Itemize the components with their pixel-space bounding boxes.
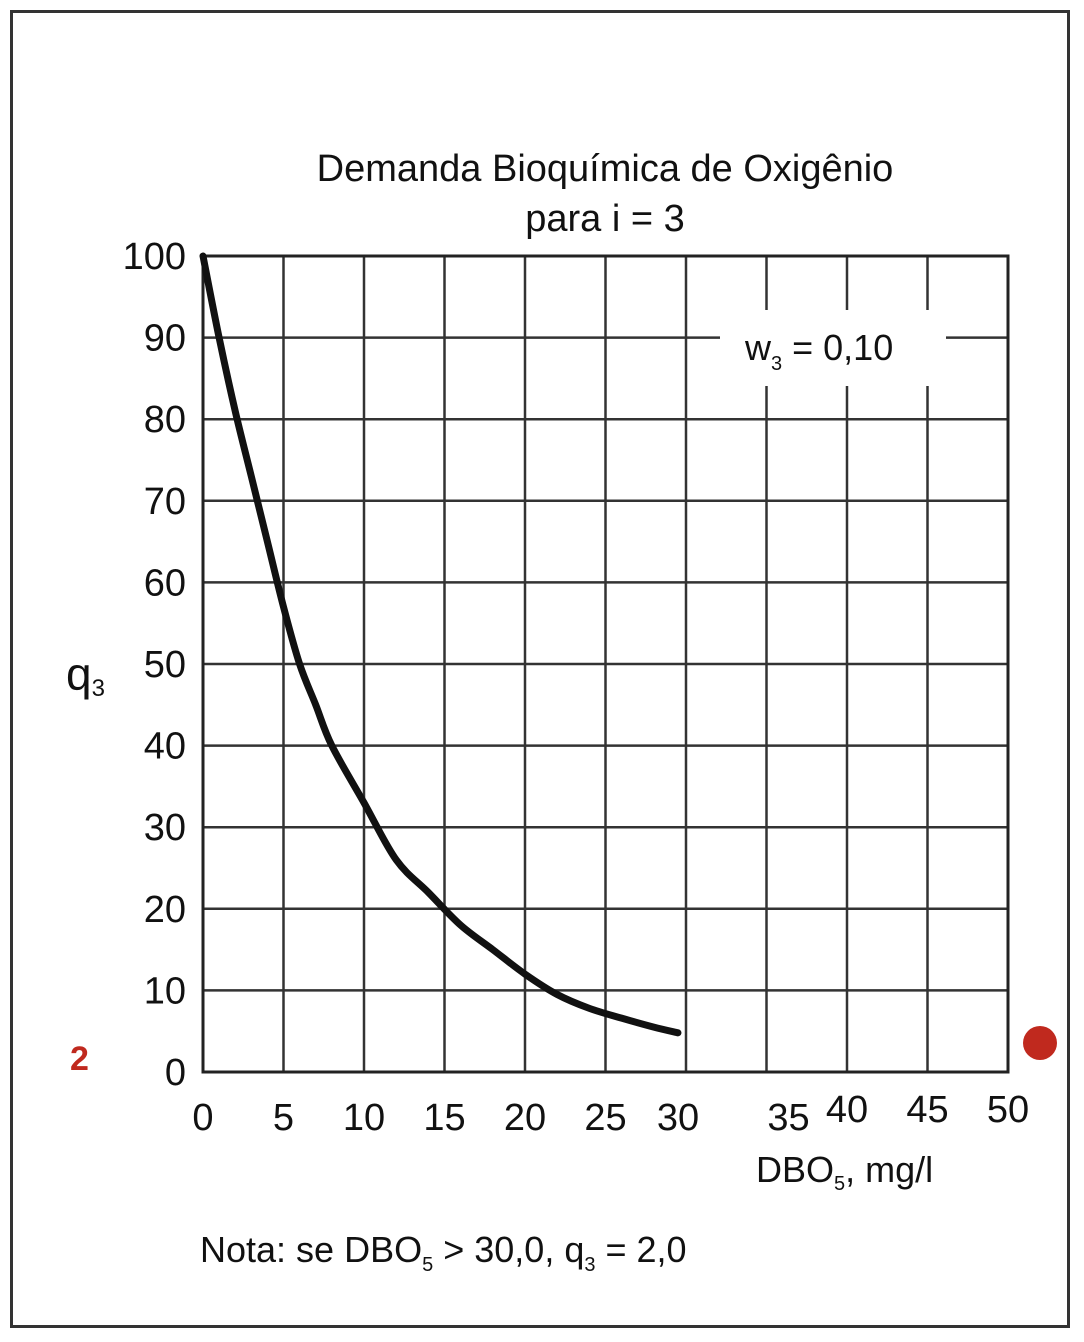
- chart-title: Demanda Bioquímica de Oxigênio: [317, 148, 894, 190]
- chart-subtitle: para i = 3: [525, 198, 685, 240]
- y-tick-label: 100: [123, 236, 186, 278]
- series-line: [199, 252, 682, 1037]
- x-tick-label: 10: [343, 1097, 385, 1139]
- x-tick-label: 0: [192, 1097, 213, 1139]
- x-ticks: 0 5 10 15 20 25 30 35 40 45 50: [192, 1089, 1029, 1139]
- y-tick-label: 90: [144, 318, 186, 360]
- chart-note: Nota: se DBO5 > 30,0, q3 = 2,0: [200, 1229, 687, 1276]
- y-tick-label: 0: [165, 1052, 186, 1094]
- x-tick-label: 5: [273, 1097, 294, 1139]
- y-tick-label: 60: [144, 562, 186, 604]
- y-tick-label: 30: [144, 807, 186, 849]
- weight-label: w3 = 0,10: [744, 327, 893, 375]
- red-dot-marker: [1023, 1026, 1057, 1060]
- y-tick-label: 20: [144, 889, 186, 931]
- y-tick-label: 80: [144, 399, 186, 441]
- y-axis-label: q3: [66, 648, 105, 702]
- x-tick-label: 40: [826, 1089, 868, 1131]
- x-tick-label: 50: [987, 1089, 1029, 1131]
- side-value: 2: [70, 1040, 89, 1078]
- x-tick-label: 25: [584, 1097, 626, 1139]
- chart-frame: [10, 10, 1070, 1328]
- x-tick-label: 20: [504, 1097, 546, 1139]
- y-tick-label: 70: [144, 481, 186, 523]
- x-tick-label: 15: [423, 1097, 465, 1139]
- plot-border: [201, 254, 1010, 1074]
- x-tick-label: 45: [906, 1089, 948, 1131]
- y-tick-label: 50: [144, 644, 186, 686]
- y-tick-label: 10: [144, 970, 186, 1012]
- x-axis-label: DBO5, mg/l: [756, 1149, 933, 1195]
- x-tick-label: 30: [657, 1097, 699, 1139]
- y-tick-label: 40: [144, 726, 186, 768]
- y-ticks: 0 10 20 30 40 50 60 70 80 90 100: [123, 236, 186, 1094]
- weight-label-background: [720, 310, 946, 386]
- x-tick-label: 35: [767, 1097, 809, 1139]
